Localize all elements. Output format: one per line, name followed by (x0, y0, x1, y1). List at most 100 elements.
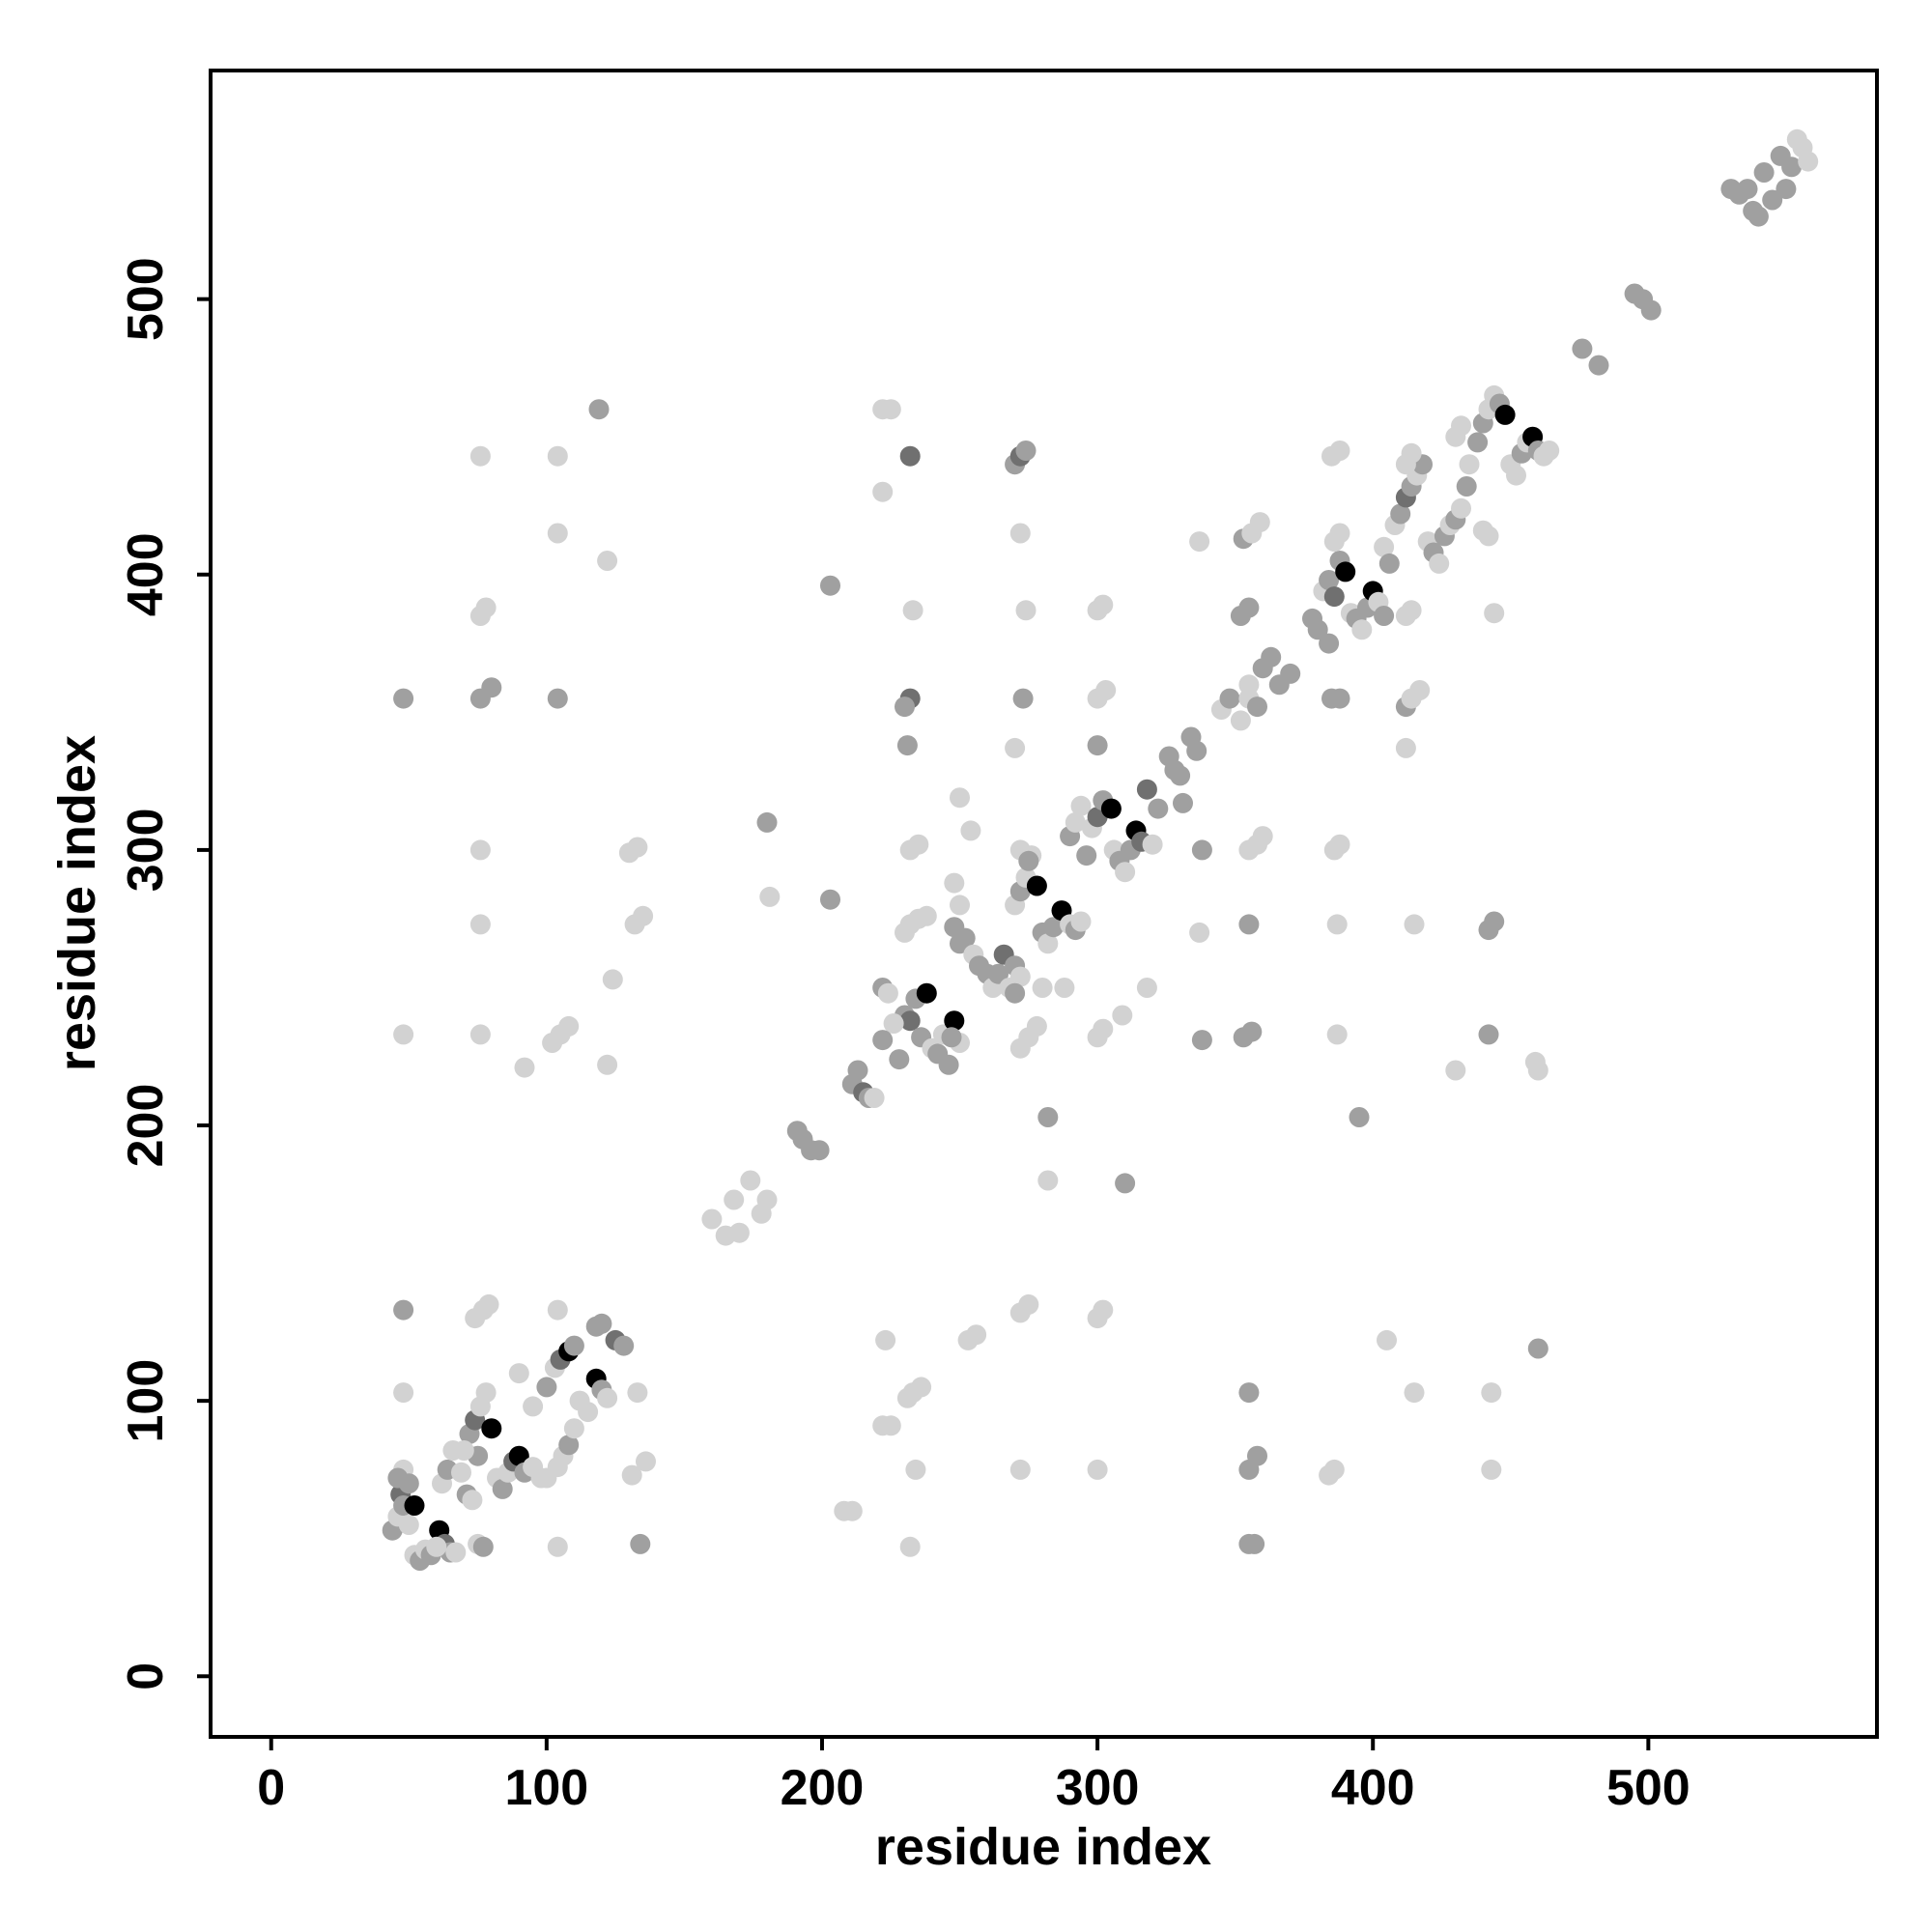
contact-point (1070, 911, 1092, 932)
contact-point (1588, 355, 1609, 376)
contact-point (1401, 600, 1422, 621)
contact-point (393, 1382, 414, 1404)
contact-point (1076, 845, 1097, 867)
contact-point (1037, 1107, 1059, 1127)
x-tick-label: 400 (1331, 1760, 1415, 1816)
contact-point (547, 1536, 568, 1557)
contact-point (1191, 839, 1212, 861)
contact-point (1374, 606, 1395, 626)
x-axis: 0 100 200 300 400 500 (257, 1737, 1690, 1816)
contact-point (636, 1451, 656, 1472)
contact-point (1459, 454, 1480, 475)
contact-point (966, 1324, 987, 1346)
contact-point (1451, 497, 1471, 519)
x-tick-label: 0 (257, 1760, 285, 1816)
contact-point (1467, 432, 1489, 453)
contact-point (1186, 740, 1208, 761)
contact-point (1404, 914, 1425, 935)
contact-point (1065, 811, 1086, 833)
contact-point (1319, 633, 1340, 654)
contact-point (547, 688, 568, 709)
contact-point (1100, 798, 1122, 819)
contact-point (1329, 688, 1350, 709)
contact-point (1329, 440, 1350, 461)
contact-point (908, 834, 929, 855)
contact-point (613, 1335, 635, 1356)
contact-point (1005, 737, 1026, 758)
contact-point (1093, 1299, 1114, 1321)
contact-point (880, 399, 901, 420)
y-tick-label: 400 (118, 532, 174, 616)
contact-point (820, 889, 840, 910)
contact-point (1395, 737, 1416, 758)
contact-point (481, 677, 502, 698)
contact-point (1015, 440, 1037, 461)
contact-point (393, 1024, 414, 1045)
contact-point (1762, 189, 1783, 211)
contact-point (602, 969, 623, 990)
contact-point (1093, 594, 1114, 615)
contact-point (724, 1189, 745, 1210)
contact-point (1572, 338, 1593, 359)
contact-point (1026, 875, 1047, 896)
x-axis-title: residue index (875, 1818, 1211, 1876)
contact-point (462, 1490, 483, 1511)
contact-point (1349, 1107, 1370, 1127)
contact-point (905, 1459, 926, 1480)
y-tick-label: 500 (118, 257, 174, 341)
contact-point (1527, 1338, 1548, 1359)
contact-point (1012, 688, 1034, 709)
contact-point (916, 905, 937, 926)
contact-point (1351, 619, 1373, 640)
contact-point (393, 688, 414, 709)
contact-point (393, 1299, 414, 1321)
contact-point (1377, 1329, 1397, 1350)
contact-point (902, 600, 923, 621)
contact-point (1329, 834, 1350, 855)
contact-point (1307, 619, 1328, 640)
contact-point (1112, 1005, 1133, 1026)
contact-point (872, 481, 894, 502)
contact-point (1189, 531, 1210, 553)
contact-point (514, 1057, 535, 1078)
y-tick-label: 0 (118, 1662, 174, 1690)
contact-point (475, 597, 497, 618)
contact-point (1009, 523, 1031, 544)
contact-point (1018, 1293, 1039, 1315)
contact-point (1478, 1024, 1499, 1045)
x-tick-label: 300 (1056, 1760, 1140, 1816)
contact-point (469, 839, 491, 861)
contact-point (1249, 512, 1270, 533)
contact-point (1095, 680, 1117, 700)
contact-point (1252, 826, 1273, 847)
contact-point (1478, 526, 1499, 547)
contact-point (1747, 206, 1769, 227)
contact-point (1494, 404, 1516, 425)
contact-point (1484, 911, 1505, 932)
data-points (382, 128, 1819, 1571)
contact-point (911, 1377, 932, 1398)
contact-point (1524, 1051, 1546, 1072)
contact-point (899, 445, 921, 467)
contact-point (1043, 917, 1064, 938)
x-tick-label: 100 (504, 1760, 588, 1816)
contact-point (1456, 476, 1477, 497)
contact-point (536, 1377, 557, 1398)
contact-point (944, 872, 965, 894)
contact-point (1390, 503, 1411, 525)
contact-point (597, 551, 618, 571)
contact-point (1326, 1024, 1348, 1045)
contact-point (809, 1140, 830, 1161)
contact-point (1087, 735, 1108, 756)
contact-point (950, 895, 970, 916)
contact-point (1329, 523, 1350, 544)
contact-point (1319, 570, 1340, 590)
contact-point (740, 1170, 761, 1191)
contact-point (1173, 792, 1193, 813)
contact-point (1335, 561, 1356, 582)
contact-point (1015, 600, 1037, 621)
contact-point (1087, 1459, 1108, 1480)
contact-point (508, 1445, 529, 1466)
contact-point (508, 1363, 529, 1384)
